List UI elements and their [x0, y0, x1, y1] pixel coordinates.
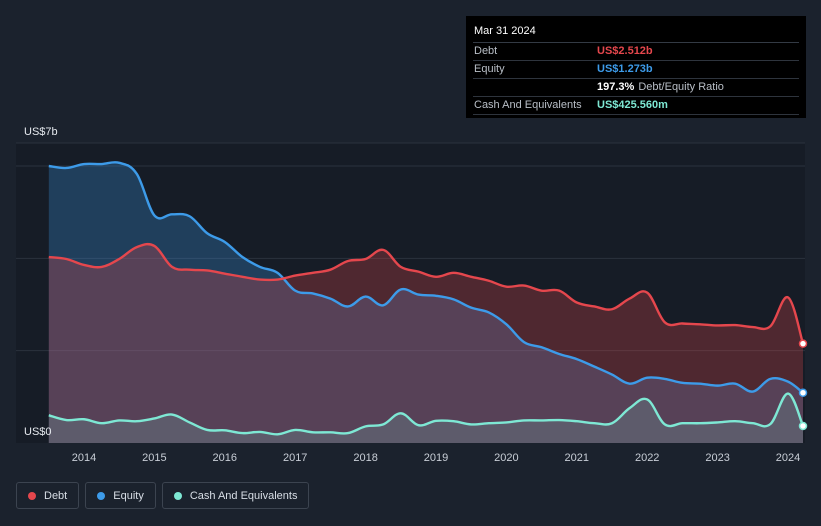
- tooltip-label: Cash And Equivalents: [474, 99, 582, 111]
- x-tick-label: 2022: [635, 452, 659, 464]
- tooltip-label: Equity: [474, 63, 505, 75]
- equity-area: [48, 162, 804, 443]
- x-axis-ticks: 2014 2015 2016 2017 2018 2019 2020 2021 2022 2023…: [72, 452, 800, 464]
- chart-grid: [16, 142, 805, 443]
- debt-dot-icon: [28, 491, 36, 500]
- x-tick-label: 2015: [142, 452, 166, 464]
- chart-legend: Debt Equity Cash And Equivalents: [16, 482, 310, 509]
- cash-and-equivalents-line: [48, 392, 805, 436]
- x-tick-label: 2019: [424, 452, 448, 464]
- legend-label: Debt: [44, 489, 68, 502]
- tooltip-row-cash: Cash And Equivalents US$425.560m: [473, 97, 799, 115]
- chart-areas: [48, 162, 804, 443]
- tooltip-date: Mar 31 2024: [473, 24, 799, 43]
- debt-line: [48, 242, 805, 345]
- equity-dot-icon: [97, 491, 106, 500]
- x-tick-label: 2014: [72, 452, 96, 464]
- legend-item-cash[interactable]: Cash And Equivalents: [161, 482, 310, 509]
- legend-label: Equity: [113, 489, 144, 502]
- equity-endpoint: [798, 388, 808, 397]
- tooltip-value: US$1.273b: [597, 63, 653, 75]
- equity-line: [48, 161, 804, 394]
- legend-item-debt[interactable]: Debt: [16, 482, 80, 509]
- tooltip-label: [473, 79, 597, 96]
- y-axis-top-label: US$7b: [24, 126, 58, 138]
- data-tooltip: Mar 31 2024 Debt US$2.512b Equity US$1.2…: [466, 16, 806, 118]
- tooltip-row-equity: Equity US$1.273b: [473, 61, 799, 79]
- plot-background: [16, 143, 805, 443]
- x-tick-label: 2024: [776, 452, 800, 464]
- tooltip-value: 197.3%: [597, 81, 635, 93]
- cash-and-equivalents-endpoint: [798, 421, 808, 431]
- cash-and-equivalents-area: [48, 393, 804, 443]
- x-tick-label: 2016: [213, 452, 237, 464]
- debt-endpoint: [798, 339, 808, 348]
- tooltip-ratio-caption: Debt/Equity Ratio: [638, 81, 724, 93]
- debt-area: [48, 244, 804, 443]
- x-tick-label: 2017: [283, 452, 307, 464]
- tooltip-label: Debt: [474, 45, 498, 57]
- tooltip-row-ratio: 197.3% Debt/Equity Ratio: [473, 79, 799, 97]
- legend-label: Cash And Equivalents: [189, 489, 298, 502]
- legend-item-equity[interactable]: Equity: [85, 482, 156, 509]
- x-tick-label: 2023: [705, 452, 729, 464]
- cash-dot-icon: [173, 491, 182, 500]
- tooltip-row-debt: Debt US$2.512b: [473, 43, 799, 61]
- x-tick-label: 2018: [353, 452, 377, 464]
- tooltip-value: US$2.512b: [597, 45, 653, 57]
- x-tick-label: 2020: [494, 452, 518, 464]
- y-axis-bottom-label: US$0: [24, 426, 52, 438]
- chart-endpoints: [798, 339, 808, 431]
- tooltip-value: US$425.560m: [597, 99, 668, 111]
- x-tick-label: 2021: [565, 452, 589, 464]
- chart-lines: [48, 161, 805, 436]
